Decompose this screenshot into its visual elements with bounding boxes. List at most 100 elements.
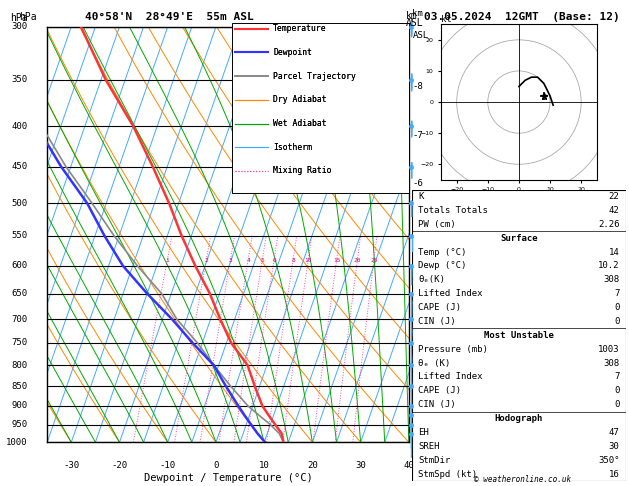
Text: 16: 16 — [609, 469, 620, 479]
Text: 10: 10 — [259, 461, 270, 470]
Text: 450: 450 — [11, 162, 27, 171]
Text: 800: 800 — [11, 361, 27, 370]
Text: 7: 7 — [614, 289, 620, 298]
Text: Dry Adiabat: Dry Adiabat — [273, 95, 327, 104]
Text: Surface: Surface — [500, 234, 538, 243]
Text: 2: 2 — [204, 258, 208, 262]
Text: -7: -7 — [413, 131, 423, 140]
Text: 8: 8 — [291, 258, 295, 262]
Text: hPa: hPa — [19, 12, 36, 22]
Text: Most Unstable: Most Unstable — [484, 331, 554, 340]
Text: θₑ(K): θₑ(K) — [418, 275, 445, 284]
Text: 7: 7 — [614, 372, 620, 382]
Text: StmDir: StmDir — [418, 456, 450, 465]
Text: -20: -20 — [111, 461, 128, 470]
Text: 350: 350 — [11, 75, 27, 85]
Text: 650: 650 — [11, 289, 27, 298]
Text: 0: 0 — [614, 400, 620, 409]
Text: Hodograph: Hodograph — [495, 414, 543, 423]
Text: Lifted Index: Lifted Index — [418, 372, 483, 382]
Text: Lifted Index: Lifted Index — [418, 289, 483, 298]
Text: Totals Totals: Totals Totals — [418, 206, 488, 215]
Text: EH: EH — [418, 428, 429, 437]
Text: 1: 1 — [165, 258, 169, 262]
Text: Temperature: Temperature — [273, 24, 327, 34]
Text: -2: -2 — [413, 359, 423, 367]
Text: 850: 850 — [11, 382, 27, 391]
Text: Temp (°C): Temp (°C) — [418, 247, 467, 257]
Text: 15: 15 — [333, 258, 340, 262]
Text: Parcel Trajectory: Parcel Trajectory — [273, 71, 356, 81]
Text: 950: 950 — [11, 420, 27, 429]
Text: -10: -10 — [160, 461, 175, 470]
Text: θₑ (K): θₑ (K) — [418, 359, 450, 367]
Text: 750: 750 — [11, 338, 27, 347]
Text: -4: -4 — [413, 271, 423, 279]
Text: 0: 0 — [614, 317, 620, 326]
Text: 20: 20 — [307, 461, 318, 470]
Text: 42: 42 — [609, 206, 620, 215]
Text: 30: 30 — [609, 442, 620, 451]
Text: 400: 400 — [11, 122, 27, 131]
Text: Wet Adiabat: Wet Adiabat — [273, 119, 327, 128]
Text: Dewpoint / Temperature (°C): Dewpoint / Temperature (°C) — [143, 473, 313, 484]
Text: Temperature: Temperature — [273, 24, 327, 34]
Text: CAPE (J): CAPE (J) — [418, 386, 462, 396]
Text: CIN (J): CIN (J) — [418, 317, 456, 326]
Text: -6: -6 — [413, 179, 423, 188]
Text: StmSpd (kt): StmSpd (kt) — [418, 469, 477, 479]
Text: 03.05.2024  12GMT  (Base: 12): 03.05.2024 12GMT (Base: 12) — [424, 12, 620, 22]
Text: © weatheronline.co.uk: © weatheronline.co.uk — [474, 474, 571, 484]
Text: 300: 300 — [11, 22, 27, 31]
Text: 308: 308 — [603, 275, 620, 284]
Text: CIN (J): CIN (J) — [418, 400, 456, 409]
Text: 14: 14 — [609, 247, 620, 257]
Text: K: K — [418, 192, 424, 201]
Text: SREH: SREH — [418, 442, 440, 451]
Text: 10.2: 10.2 — [598, 261, 620, 270]
Text: hPa: hPa — [9, 13, 27, 22]
Text: 0: 0 — [614, 386, 620, 396]
Text: kt: kt — [441, 15, 452, 24]
Text: km: km — [413, 9, 423, 18]
Text: Dewpoint: Dewpoint — [273, 48, 312, 57]
Text: -30: -30 — [64, 461, 79, 470]
Text: 0: 0 — [213, 461, 219, 470]
Text: 6: 6 — [272, 258, 276, 262]
Text: 2.26: 2.26 — [598, 220, 620, 229]
Text: 900: 900 — [11, 401, 27, 410]
Text: ASL: ASL — [413, 31, 428, 40]
Text: 40°58'N  28°49'E  55m ASL: 40°58'N 28°49'E 55m ASL — [86, 12, 254, 22]
Text: 700: 700 — [11, 314, 27, 324]
Text: 20: 20 — [353, 258, 361, 262]
Text: 3: 3 — [228, 258, 232, 262]
Text: Dewp (°C): Dewp (°C) — [418, 261, 467, 270]
Bar — [231, 22, 409, 192]
Text: PW (cm): PW (cm) — [418, 220, 456, 229]
Text: 550: 550 — [11, 231, 27, 241]
Text: 4: 4 — [246, 258, 250, 262]
Text: 1000: 1000 — [6, 438, 27, 447]
Text: 25: 25 — [370, 258, 377, 262]
Text: km: km — [406, 11, 418, 21]
Text: -8: -8 — [413, 82, 423, 91]
Text: Pressure (mb): Pressure (mb) — [418, 345, 488, 354]
Text: Isotherm: Isotherm — [273, 143, 312, 152]
Text: 0: 0 — [614, 303, 620, 312]
Text: ASL: ASL — [406, 18, 423, 29]
Text: 1003: 1003 — [598, 345, 620, 354]
Text: Dewpoint: Dewpoint — [273, 48, 312, 57]
Text: Wet Adiabat: Wet Adiabat — [273, 119, 327, 128]
Text: 5: 5 — [260, 258, 264, 262]
Text: -3: -3 — [413, 315, 423, 324]
Text: 10: 10 — [304, 258, 312, 262]
Text: Dry Adiabat: Dry Adiabat — [273, 95, 327, 104]
Text: 22: 22 — [609, 192, 620, 201]
Text: Mixing Ratio: Mixing Ratio — [273, 166, 331, 175]
Text: 500: 500 — [11, 199, 27, 208]
Text: 40: 40 — [403, 461, 415, 470]
Text: Parcel Trajectory: Parcel Trajectory — [273, 71, 356, 81]
Text: 350°: 350° — [598, 456, 620, 465]
Text: 600: 600 — [11, 261, 27, 270]
Text: Mixing Ratio (g/kg): Mixing Ratio (g/kg) — [452, 187, 460, 282]
